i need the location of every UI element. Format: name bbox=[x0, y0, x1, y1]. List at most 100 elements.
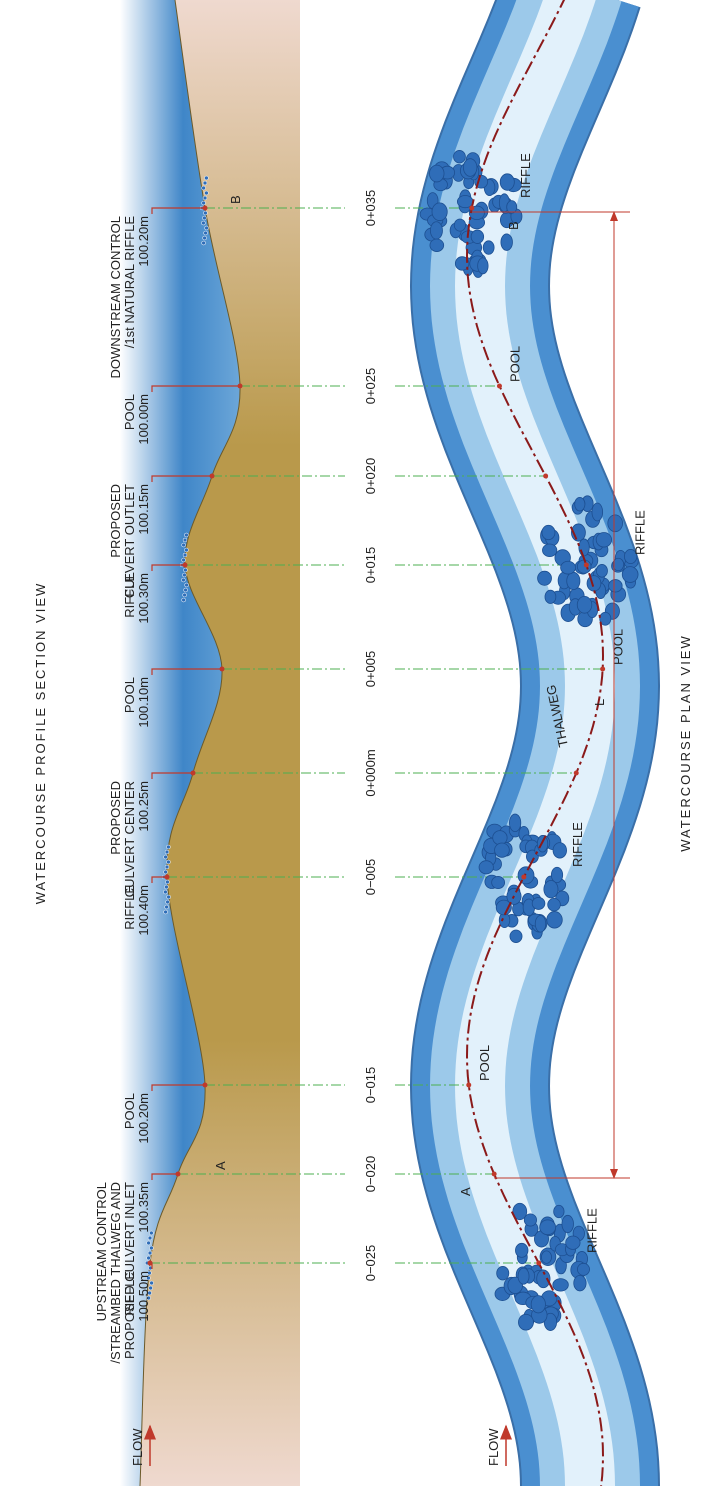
profile-title: WATERCOURSE PROFILE SECTION VIEW bbox=[33, 582, 48, 905]
gravel bbox=[181, 577, 186, 583]
station-label: 0−005 bbox=[363, 859, 378, 896]
rock bbox=[494, 842, 510, 858]
length-label: L bbox=[592, 699, 607, 706]
rock bbox=[463, 158, 478, 177]
rock bbox=[509, 813, 522, 833]
bed-point bbox=[209, 473, 215, 479]
thalweg-point bbox=[573, 770, 579, 776]
rock bbox=[543, 880, 559, 899]
callout-text: /1st NATURAL RIFFLE bbox=[122, 216, 137, 349]
gravel bbox=[181, 597, 186, 603]
callout-text: DOWNSTREAM CONTROL bbox=[108, 216, 123, 379]
callout-text: 100.20m bbox=[136, 216, 151, 267]
gravel bbox=[163, 909, 168, 915]
rock bbox=[512, 1202, 528, 1221]
rock bbox=[560, 560, 576, 575]
thalweg-point bbox=[496, 383, 502, 389]
rock bbox=[561, 1214, 574, 1234]
rock bbox=[574, 496, 586, 512]
gravel bbox=[183, 587, 188, 593]
gravel bbox=[163, 869, 168, 875]
callout-text: 100.35m bbox=[136, 1182, 151, 1233]
rock bbox=[552, 842, 567, 859]
gravel bbox=[166, 844, 171, 850]
leader-line bbox=[151, 772, 193, 779]
gravel bbox=[166, 859, 171, 865]
gravel bbox=[147, 1290, 152, 1296]
rock bbox=[537, 570, 552, 586]
station-label: 0−025 bbox=[363, 1245, 378, 1282]
rock bbox=[591, 502, 604, 522]
plan-label: POOL bbox=[611, 629, 626, 665]
callout-text: 100.30m bbox=[136, 573, 151, 624]
rock bbox=[599, 611, 612, 626]
callout-text: 100.50m bbox=[136, 1271, 151, 1322]
gravel bbox=[148, 1285, 153, 1291]
plan-label: RIFFLE bbox=[585, 1208, 600, 1253]
rock bbox=[499, 173, 515, 191]
plan-label: RIFFLE bbox=[632, 510, 647, 555]
rock bbox=[578, 538, 590, 557]
callout-text: PROPOSED CULVERT INLET bbox=[122, 1182, 137, 1359]
rock bbox=[621, 566, 639, 583]
rock bbox=[550, 866, 564, 884]
callout-text: 100.25m bbox=[136, 781, 151, 832]
gravel bbox=[202, 235, 207, 241]
rock bbox=[608, 579, 623, 593]
gravel bbox=[202, 215, 207, 221]
rock bbox=[509, 929, 523, 943]
rock bbox=[541, 524, 556, 541]
leader-line bbox=[151, 207, 205, 214]
thalweg-point bbox=[491, 1171, 497, 1177]
gravel bbox=[165, 879, 170, 885]
plan-label: POOL bbox=[477, 1045, 492, 1081]
gravel bbox=[202, 195, 208, 201]
gravel bbox=[201, 240, 206, 246]
thalweg-point bbox=[536, 1260, 542, 1266]
rock bbox=[539, 1219, 557, 1236]
callout-text: PROPOSED bbox=[108, 781, 123, 855]
rock bbox=[544, 589, 557, 604]
bed-point bbox=[175, 1171, 181, 1177]
rock bbox=[553, 1204, 565, 1219]
rock bbox=[534, 915, 547, 933]
gravel bbox=[201, 185, 206, 191]
gravel bbox=[184, 532, 189, 538]
callout-text: PROPOSED bbox=[108, 484, 123, 558]
rock bbox=[515, 1242, 529, 1258]
bed-point bbox=[202, 205, 208, 211]
rock bbox=[454, 256, 470, 271]
leader-line bbox=[151, 564, 185, 571]
rock bbox=[491, 876, 506, 890]
gravel bbox=[184, 582, 189, 588]
gravel bbox=[149, 1280, 154, 1286]
rock bbox=[492, 830, 508, 846]
rock bbox=[477, 257, 489, 275]
callout-text: /STREAMBED THALWEG AND bbox=[108, 1182, 123, 1364]
rock bbox=[531, 897, 546, 910]
rock bbox=[517, 1267, 530, 1285]
rock bbox=[517, 866, 535, 885]
rock bbox=[576, 1262, 590, 1276]
station-label: 0−015 bbox=[363, 1067, 378, 1104]
point-b: B bbox=[228, 195, 243, 204]
station-label: 0+000m bbox=[363, 749, 378, 796]
rock bbox=[429, 221, 443, 240]
rock bbox=[573, 1274, 587, 1292]
gravel bbox=[163, 854, 168, 860]
gravel bbox=[203, 210, 208, 216]
gravel bbox=[163, 889, 168, 895]
gravel bbox=[204, 190, 209, 196]
leader-line bbox=[151, 475, 212, 482]
rock bbox=[431, 202, 448, 221]
callout-text: POOL bbox=[122, 677, 137, 713]
rock bbox=[500, 233, 513, 251]
rock bbox=[547, 898, 561, 912]
gravel bbox=[164, 864, 170, 870]
gravel bbox=[182, 572, 187, 578]
gravel bbox=[164, 884, 169, 890]
thalweg-point bbox=[466, 1082, 472, 1088]
gravel bbox=[182, 537, 188, 543]
gravel bbox=[181, 557, 186, 563]
